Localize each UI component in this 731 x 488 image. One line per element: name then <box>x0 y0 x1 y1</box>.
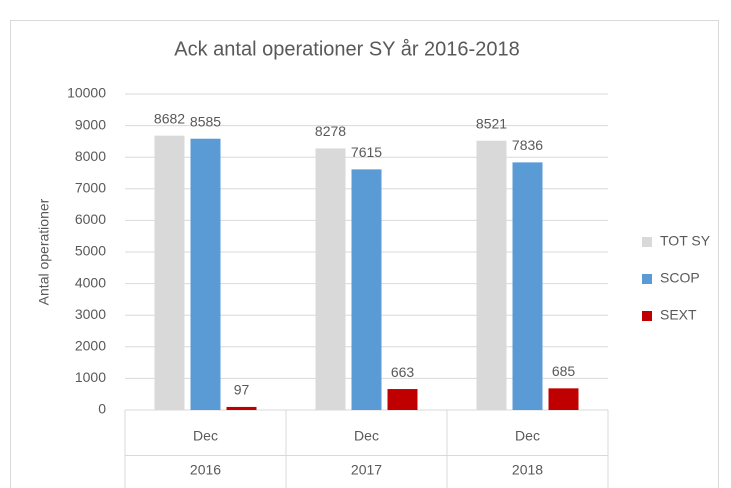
y-tick-label: 8000 <box>75 148 106 164</box>
data-label: 8278 <box>315 123 346 139</box>
x-tick-label: Dec <box>354 428 379 444</box>
legend-label: SCOP <box>660 270 700 286</box>
y-tick-label: 2000 <box>75 338 106 354</box>
chart-title: Ack antal operationer SY år 2016-2018 <box>174 38 519 60</box>
y-tick-label: 10000 <box>67 85 106 101</box>
x-group-label: 2018 <box>512 462 543 478</box>
legend-label: TOT SY <box>660 233 711 249</box>
bar <box>476 140 507 411</box>
y-tick-label: 6000 <box>75 211 106 227</box>
y-tick-label: 0 <box>98 401 106 417</box>
data-label: 8682 <box>154 110 185 126</box>
legend-swatch <box>642 311 652 321</box>
data-label: 97 <box>234 382 250 398</box>
y-tick-label: 7000 <box>75 180 106 196</box>
y-axis-label: Antal operationer <box>36 198 52 305</box>
y-tick-label: 3000 <box>75 306 106 322</box>
x-tick-label: Dec <box>515 428 540 444</box>
x-group-label: 2017 <box>351 462 382 478</box>
x-group-label: 2016 <box>190 462 221 478</box>
bar <box>226 406 257 410</box>
bar <box>154 135 185 410</box>
bar <box>387 389 418 410</box>
y-tick-label: 9000 <box>75 116 106 132</box>
legend-swatch <box>642 274 652 284</box>
x-tick-label: Dec <box>193 428 218 444</box>
data-label: 7615 <box>351 144 382 160</box>
data-label: 685 <box>552 363 576 379</box>
bar <box>548 388 579 410</box>
data-label: 7836 <box>512 137 543 153</box>
data-label: 8585 <box>190 113 221 129</box>
data-label: 8521 <box>476 115 507 131</box>
bar <box>190 138 221 411</box>
data-label: 663 <box>391 364 415 380</box>
y-tick-label: 4000 <box>75 274 106 290</box>
legend-label: SEXT <box>660 307 697 323</box>
bar <box>512 162 543 410</box>
bar <box>351 169 382 410</box>
y-tick-label: 5000 <box>75 243 106 259</box>
legend-swatch <box>642 237 652 247</box>
bar <box>315 148 346 410</box>
y-tick-label: 1000 <box>75 369 106 385</box>
